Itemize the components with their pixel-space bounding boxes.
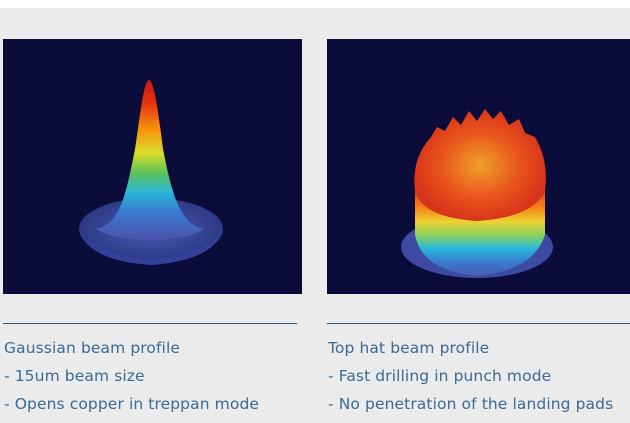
top-hat-bullet-2: - No penetration of the landing pads xyxy=(328,395,614,413)
top-hat-title: Top hat beam profile xyxy=(328,339,490,357)
top-hat-wall xyxy=(415,191,545,276)
content-panel: Gaussian beam profile - 15um beam size -… xyxy=(0,8,630,423)
top-hat-beam-profile-image xyxy=(327,39,630,294)
gaussian-base-edge xyxy=(79,231,223,265)
top-hat-beam-render xyxy=(401,109,553,278)
gaussian-beam-render xyxy=(79,80,223,265)
left-divider xyxy=(3,323,297,324)
right-divider xyxy=(327,323,630,324)
gaussian-bullet-2: - Opens copper in treppan mode xyxy=(4,395,260,413)
gaussian-bullet-1: - 15um beam size xyxy=(4,367,145,385)
top-hat-caption: Top hat beam profile - Fast drilling in … xyxy=(328,334,613,418)
gaussian-caption: Gaussian beam profile - 15um beam size -… xyxy=(4,334,259,418)
gaussian-title: Gaussian beam profile xyxy=(4,339,180,357)
top-hat-top xyxy=(414,109,546,221)
gaussian-peak xyxy=(96,80,204,241)
gaussian-beam-profile-image xyxy=(3,39,302,294)
top-hat-bullet-1: - Fast drilling in punch mode xyxy=(328,367,552,385)
